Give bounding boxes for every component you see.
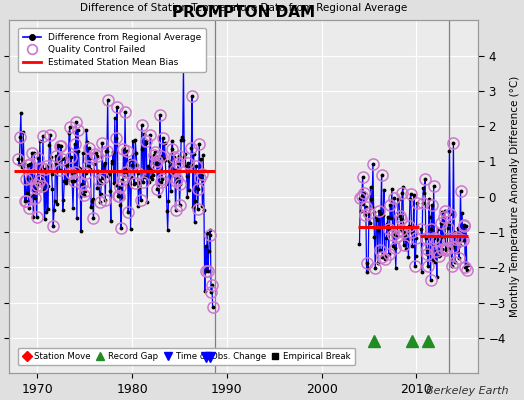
Text: Berkeley Earth: Berkeley Earth: [426, 386, 508, 396]
Y-axis label: Monthly Temperature Anomaly Difference (°C): Monthly Temperature Anomaly Difference (…: [510, 76, 520, 317]
Legend: Station Move, Record Gap, Time of Obs. Change, Empirical Break: Station Move, Record Gap, Time of Obs. C…: [18, 348, 355, 365]
Title: PROMPTON DAM: PROMPTON DAM: [172, 5, 315, 20]
Text: Difference of Station Temperature Data from Regional Average: Difference of Station Temperature Data f…: [80, 3, 407, 13]
